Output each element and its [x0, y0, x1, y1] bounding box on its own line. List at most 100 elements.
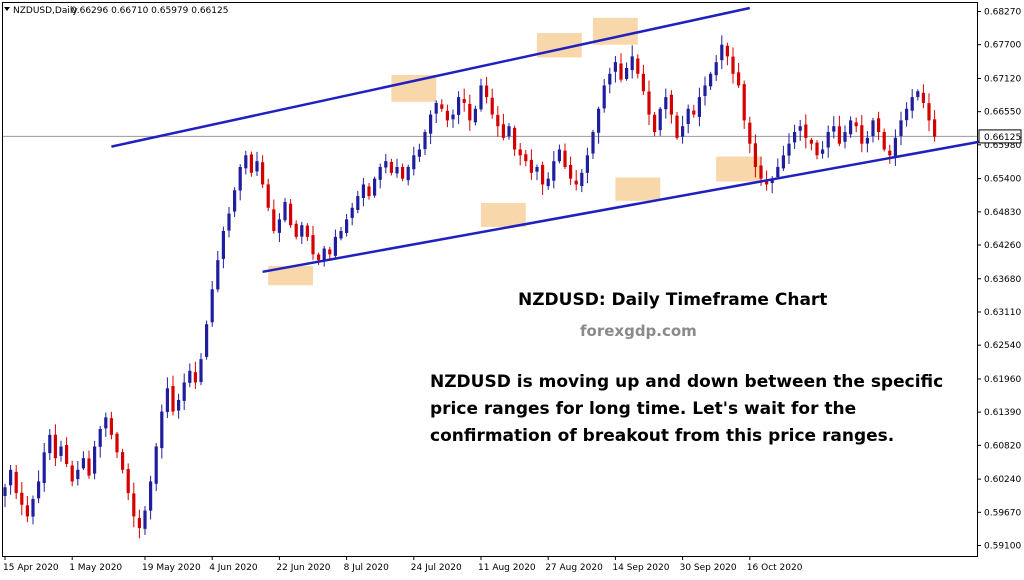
candle-body [70, 465, 74, 482]
candle [9, 464, 13, 495]
candle-body [440, 104, 444, 109]
candle [910, 89, 914, 119]
candle [20, 482, 24, 516]
candle [171, 375, 175, 416]
candle [434, 100, 438, 124]
y-tick-label: 0.62540 [984, 341, 1021, 351]
candle [501, 113, 505, 141]
candle-body [160, 411, 164, 449]
x-tick-label: 11 Aug 2020 [478, 563, 536, 573]
candle [249, 151, 253, 177]
x-tick-label: 8 Jul 2020 [344, 563, 389, 573]
candle-body [793, 132, 797, 143]
candle-body [401, 166, 405, 179]
y-tick-label: 0.66550 [984, 108, 1021, 118]
x-tick-label: 15 Apr 2020 [3, 563, 59, 573]
candle-body [143, 510, 147, 529]
candle-body [48, 434, 52, 454]
candle [384, 153, 388, 174]
candle [669, 90, 673, 124]
candle [300, 221, 304, 244]
candle-body [765, 180, 769, 185]
candle [177, 393, 181, 419]
candle-body [658, 108, 662, 131]
candle [3, 483, 7, 508]
candle [703, 76, 707, 106]
candle-body [165, 388, 169, 412]
candle [921, 84, 925, 109]
candle-body [457, 97, 461, 115]
candle-body [238, 166, 242, 191]
candle [199, 353, 203, 386]
candle-body [434, 102, 438, 114]
candle [849, 116, 853, 138]
candle-body [81, 458, 85, 469]
candle-body [703, 85, 707, 97]
candle-body [681, 126, 685, 137]
channel-lines [111, 6, 986, 274]
x-tick-label: 24 Jul 2020 [411, 563, 462, 573]
y-tick-label: 0.60820 [984, 441, 1021, 451]
candle [725, 42, 729, 66]
upper-channel-line [111, 6, 751, 148]
candle [227, 207, 231, 238]
candle-body [356, 196, 360, 210]
candle-body [468, 103, 472, 121]
candle-body [451, 114, 455, 120]
candle [709, 71, 713, 90]
candle [210, 281, 214, 327]
candle-body [87, 458, 91, 476]
candle [664, 88, 668, 119]
candle-body [905, 108, 909, 121]
current-price-tag-bg [978, 129, 1022, 144]
candle [552, 151, 556, 189]
y-tick-label: 0.64830 [984, 208, 1021, 218]
candle-body [854, 122, 858, 127]
candle [417, 143, 421, 162]
candle-body [188, 370, 192, 383]
candle [793, 124, 797, 150]
candle-body [3, 487, 7, 497]
y-axis: 0.68270 0.67700 0.67120 0.66550 0.65980 0.654… [977, 8, 1021, 552]
candle [48, 428, 52, 461]
candle-body [115, 433, 119, 453]
current-price-tag: 0.66125 [978, 129, 1022, 144]
candle-body [781, 155, 785, 169]
candle [865, 130, 869, 153]
candle-body [177, 399, 181, 411]
candle-body [339, 231, 343, 239]
candle [518, 143, 522, 166]
candle [457, 91, 461, 124]
candle [809, 137, 813, 151]
candle-body [742, 84, 746, 121]
candle [513, 125, 517, 156]
candle [126, 463, 130, 501]
candle-body [697, 97, 701, 117]
candle [529, 149, 533, 180]
header: NZDUSD,Daily 0.66296 0.66710 0.65979 0.6… [4, 6, 228, 16]
candle [473, 105, 477, 126]
x-tick-label: 30 Sep 2020 [680, 563, 737, 573]
candle [154, 442, 158, 492]
candle [277, 213, 281, 243]
candle-body [899, 120, 903, 136]
x-tick-label: 14 Sep 2020 [612, 563, 669, 573]
candle [541, 161, 545, 196]
candle-body [507, 126, 511, 137]
y-tick-label: 0.68270 [984, 8, 1021, 18]
candle-body [328, 249, 332, 255]
candle [255, 151, 259, 177]
candle-body [249, 154, 253, 173]
candle-body [636, 58, 640, 74]
candle-body [311, 235, 315, 255]
candle-body [244, 155, 248, 169]
candle-body [580, 172, 584, 187]
candle [737, 62, 741, 88]
candle-body [860, 125, 864, 144]
candle-body [602, 85, 606, 109]
candle-body [849, 120, 853, 135]
candle-body [613, 62, 617, 72]
candle [787, 133, 791, 164]
candle-body [283, 201, 287, 221]
candle [42, 442, 46, 492]
